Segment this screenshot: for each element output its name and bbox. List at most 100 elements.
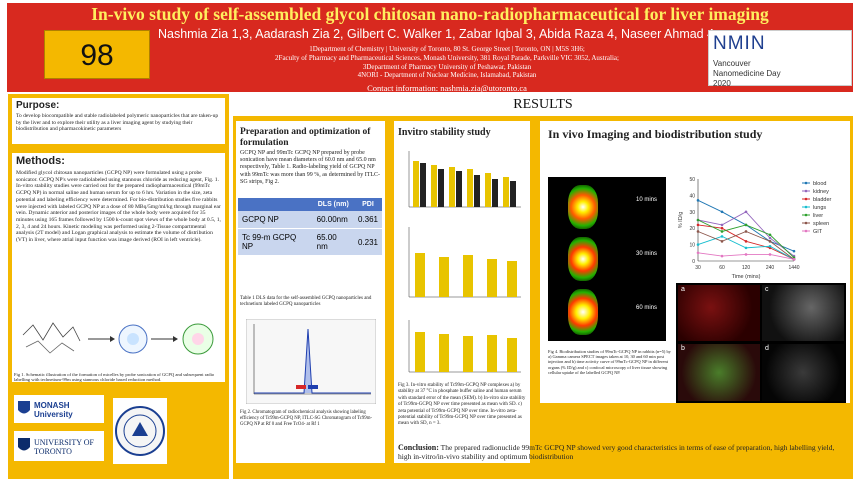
legend-label: spleen [813,221,829,227]
conclusion-text: The prepared radionuclide 99mTc GCPQ NP … [398,443,835,461]
legend-marker [804,197,808,201]
legend-label: GIT [813,229,823,235]
affiliations: 1Department of Chemistry | University of… [212,45,682,80]
conclusion-heading: Conclusion: [398,443,439,452]
peshawar-logo [113,398,167,464]
monash-logo-text: MONASH University [34,401,73,419]
data-point [720,230,724,233]
data-point [696,218,700,222]
methods-panel: Methods: Modified glycol chitosan nanopa… [10,151,227,384]
legend-marker [804,181,808,185]
data-point [744,253,748,256]
data-point [768,244,772,248]
fig2-chromatogram [246,319,376,404]
data-point [720,226,724,230]
poster-number: 98 [44,30,150,79]
table-row: GCPQ NP 60.00nm 0.361 [238,211,382,229]
data-point [720,223,724,227]
time-label: 60 mins [636,305,658,311]
authors: Nashmia Zia 1,3, Aadarash Zia 2, Gilbert… [158,27,715,41]
legend-marker [804,213,808,217]
purpose-text: To develop biocompatible and stable radi… [16,113,219,132]
table-cell: Tc 99-m GCPQ NP [238,228,313,256]
university-seal-icon [115,406,165,456]
data-point [768,253,772,256]
data-point [720,235,724,238]
fig1-caption: Fig 1. Schematic illustration of the for… [14,372,215,383]
dls-header-pdi: PDI [353,198,382,211]
data-point [720,240,724,243]
methods-heading: Methods: [16,155,65,167]
invivo-heading: In vivo Imaging and biodistribution stud… [548,127,763,141]
legend-marker [804,189,808,193]
toronto-logo: UNIVERSITY OF TORONTO [14,431,104,461]
affiliation-3: 3Department of Pharmacy University of Pe… [362,62,532,71]
monash-logo: MONASH University [14,395,104,423]
header-banner: In-vivo study of self-assembled glycol c… [7,3,853,93]
conclusion-panel: Conclusion: The prepared radionuclide 99… [394,440,850,478]
data-point [744,230,748,233]
data-point [744,240,748,243]
dls-header-size: DLS (nm) [312,198,354,211]
data-point [768,240,772,243]
y-tick-label: 10 [689,243,695,249]
purpose-heading: Purpose: [16,100,60,111]
results-heading: RESULTS [233,94,853,116]
toronto-logo-text: UNIVERSITY OF TORONTO [34,438,94,456]
data-point [696,223,700,227]
data-point [696,199,700,202]
y-tick-label: 30 [689,210,695,216]
dls-table-header: DLS (nm) PDI [238,198,382,211]
y-axis-label: % ID/g [678,212,684,229]
confocal-image-d [762,344,844,401]
affiliation-1: 1Department of Chemistry | University of… [309,45,585,53]
x-tick-label: 1440 [788,265,799,271]
methods-text: Modified glycol chitosan nanoparticles (… [16,170,221,244]
legend-label: lungs [813,205,826,211]
data-point [768,233,772,237]
series-line-kidney [697,211,795,257]
data-point [720,254,724,258]
poster-title: In-vivo study of self-assembled glycol c… [91,4,769,24]
stability-chart-c [408,320,521,373]
x-tick-label: 30 [695,265,701,271]
table-cell: 65.00 nm [312,228,354,256]
data-point [744,246,748,250]
table-row: Tc 99-m GCPQ NP 65.00 nm 0.231 [238,228,382,256]
panel-letter: a [681,286,685,293]
prep-text: GCPQ NP and 99mTc GCPQ NP prepared by pr… [240,150,381,185]
confocal-images: a c b d [676,283,846,403]
spect-image [568,237,598,281]
x-axis-label: Time (mins) [732,274,761,280]
time-label: 10 mins [636,197,658,203]
affiliation-4: 4NORI - Department of Nuclear Medicine, … [357,71,537,80]
y-tick-label: 40 [689,193,695,199]
nmin-logo-text: NMIN [713,33,766,54]
fig3-caption: Fig 3. In-vitro stability of Tc99m-GCPQ … [398,383,526,427]
conference-logo: NMIN Vancouver Nanomedicine Day 2020 [708,30,852,88]
prep-panel: Preparation and optimization of formulat… [236,121,385,463]
stability-panel: Invitro stability study Fig 3. In-vitro … [394,121,530,463]
data-point [744,223,748,227]
spect-images: 10 mins 30 mins 60 mins [548,177,666,341]
dls-table: DLS (nm) PDI GCPQ NP 60.00nm 0.361 Tc 99… [238,198,382,256]
legend-label: blood [813,181,826,187]
x-tick-label: 240 [766,265,775,271]
table1-caption: Table 1 DLS data for the self-assembled … [240,296,372,307]
confocal-image-c [762,285,844,341]
confocal-image-b [678,344,760,401]
x-tick-label: 120 [742,265,751,271]
y-tick-label: 0 [692,259,695,265]
dls-header-blank [238,198,313,211]
panel-letter: d [765,345,769,352]
table-cell: GCPQ NP [238,211,313,229]
stability-heading: Invitro stability study [398,127,491,138]
fig2-caption: Fig 2. Chromatogram of radiochemical ana… [240,410,373,427]
legend-label: bladder [813,197,832,203]
conference-name: Vancouver Nanomedicine Day 2020 [713,59,781,88]
y-tick-label: 50 [689,177,695,183]
spect-image [568,289,598,335]
legend-marker [804,205,808,209]
table-cell: 0.231 [353,228,382,256]
